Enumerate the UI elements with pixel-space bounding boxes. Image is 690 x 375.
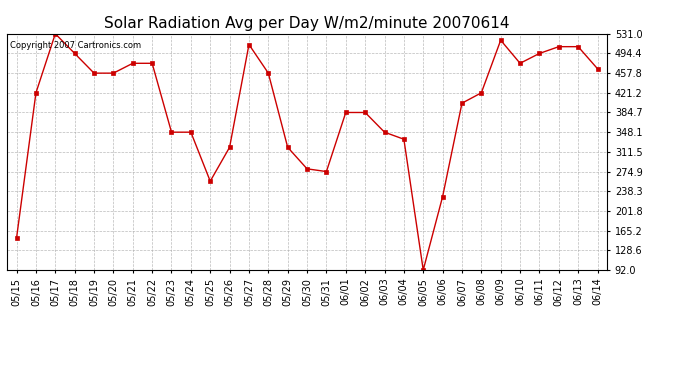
Title: Solar Radiation Avg per Day W/m2/minute 20070614: Solar Radiation Avg per Day W/m2/minute … (104, 16, 510, 31)
Text: Copyright 2007 Cartronics.com: Copyright 2007 Cartronics.com (10, 41, 141, 50)
